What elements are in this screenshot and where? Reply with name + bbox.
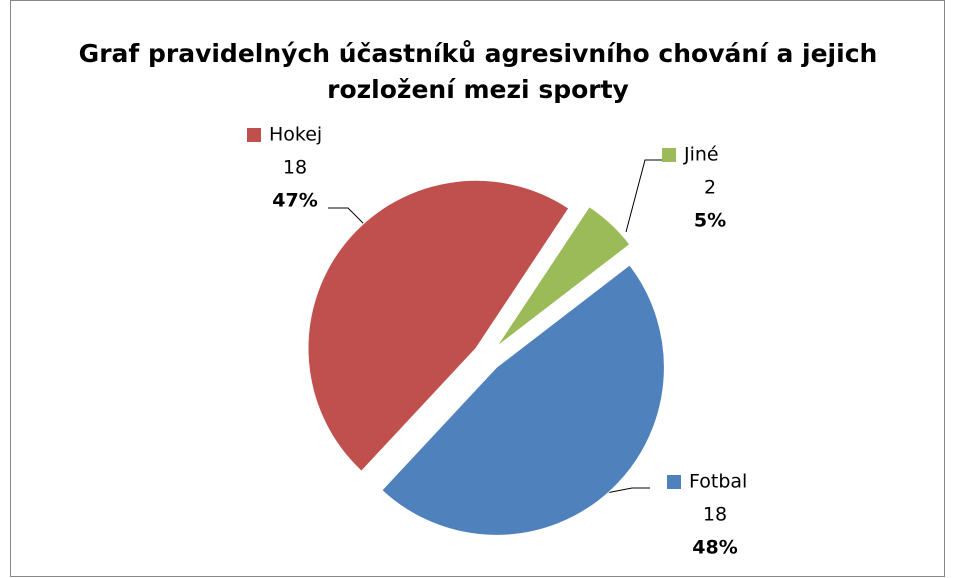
leader-line xyxy=(625,159,663,233)
value-label: 2 xyxy=(704,177,716,199)
legend-swatch xyxy=(667,475,681,489)
percent-label: 5% xyxy=(694,210,726,232)
category-label: Jiné xyxy=(683,144,719,166)
category-label: Hokej xyxy=(269,124,322,146)
leader-line xyxy=(328,207,369,229)
category-label: Fotbal xyxy=(689,471,747,493)
percent-label: 47% xyxy=(272,190,317,212)
value-label: 18 xyxy=(703,504,727,526)
value-label: 18 xyxy=(283,157,307,179)
pie-slice xyxy=(496,206,631,348)
percent-label: 48% xyxy=(692,537,737,559)
pie-slice xyxy=(307,179,570,472)
chart-title: Graf pravidelných účastníků agresivního … xyxy=(79,39,878,104)
legend-swatch xyxy=(662,148,676,162)
pie-slice xyxy=(381,264,665,536)
legend-swatch xyxy=(247,128,261,142)
